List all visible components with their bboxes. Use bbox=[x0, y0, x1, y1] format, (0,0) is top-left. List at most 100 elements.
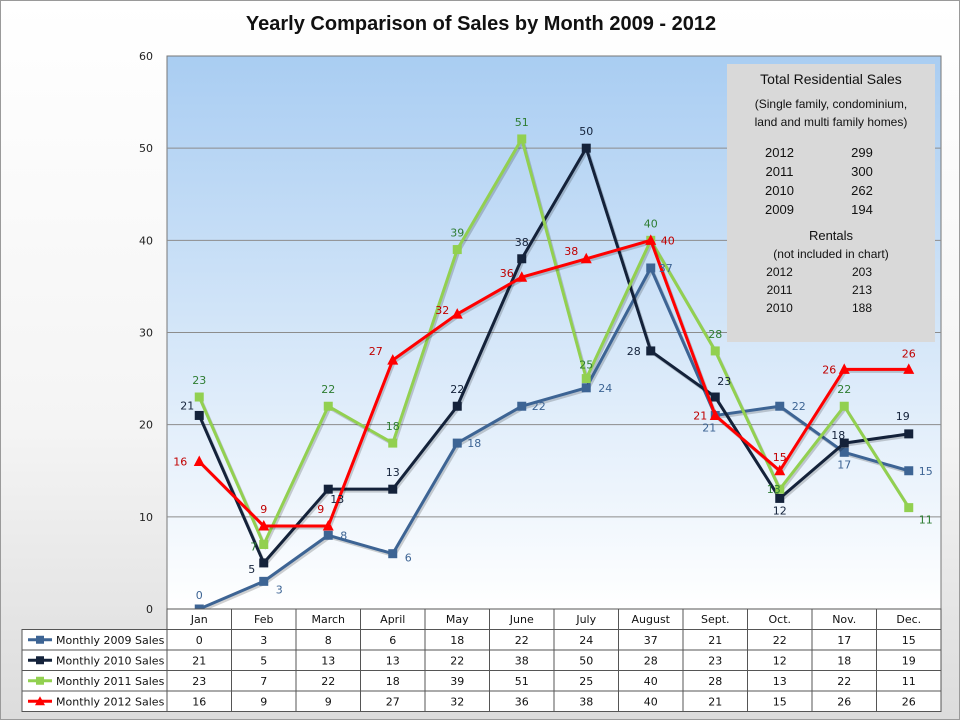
data-label: 5 bbox=[248, 563, 255, 576]
table-cell: 32 bbox=[450, 695, 464, 708]
table-cell: 0 bbox=[196, 634, 203, 647]
total-value: 262 bbox=[851, 183, 873, 198]
data-point bbox=[259, 576, 269, 586]
data-label: 9 bbox=[260, 503, 267, 516]
data-label: 21 bbox=[702, 421, 716, 434]
table-cell: 22 bbox=[773, 634, 787, 647]
info-heading: Total Residential Sales bbox=[760, 71, 902, 87]
data-label: 22 bbox=[837, 383, 851, 396]
table-cell: 40 bbox=[644, 675, 658, 688]
y-tick-label: 40 bbox=[139, 234, 153, 247]
rentals-note: (not included in chart) bbox=[773, 247, 889, 261]
data-table: Jan Feb March April May June July August Sept. Oc… bbox=[21, 608, 942, 712]
data-label: 22 bbox=[321, 383, 335, 396]
data-point bbox=[194, 392, 204, 402]
table-cell: 11 bbox=[902, 675, 916, 688]
table-cell: 19 bbox=[902, 654, 916, 667]
data-point bbox=[452, 438, 462, 448]
data-point bbox=[259, 558, 269, 568]
table-cell: 3 bbox=[260, 634, 267, 647]
table-cell: 17 bbox=[837, 634, 851, 647]
info-subtitle-line2: land and multi family homes) bbox=[754, 115, 908, 129]
y-tick-label: 10 bbox=[139, 511, 153, 524]
x-tick-label: June bbox=[509, 613, 534, 626]
table-cell: 51 bbox=[515, 675, 529, 688]
data-label: 6 bbox=[405, 552, 412, 565]
data-label: 7 bbox=[250, 540, 257, 553]
series-line bbox=[197, 137, 911, 546]
data-point bbox=[839, 401, 849, 411]
total-residential-sales-box: Total Residential Sales (Single family, … bbox=[727, 64, 935, 342]
data-label: 15 bbox=[773, 451, 787, 464]
data-label: 23 bbox=[192, 374, 206, 387]
data-point bbox=[709, 409, 721, 420]
series-line bbox=[198, 238, 909, 528]
data-point bbox=[645, 234, 657, 245]
rental-row: 2012 203 bbox=[727, 263, 935, 281]
chart-title: Yearly Comparison of Sales by Month 2009… bbox=[245, 13, 717, 35]
data-label: 22 bbox=[450, 383, 464, 396]
legend-entry: Monthly 2012 Sales bbox=[56, 695, 165, 708]
y-tick-label: 0 bbox=[146, 603, 153, 616]
y-axis: 0 10 20 30 40 50 60 bbox=[139, 50, 153, 616]
data-label: 18 bbox=[386, 420, 400, 433]
data-point bbox=[838, 363, 850, 374]
data-point bbox=[323, 401, 333, 411]
total-row: 2009 194 bbox=[727, 200, 935, 219]
table-cell: 12 bbox=[773, 654, 787, 667]
data-label: 13 bbox=[767, 483, 781, 496]
data-label: 22 bbox=[792, 400, 806, 413]
data-point bbox=[452, 401, 462, 411]
data-label: 28 bbox=[627, 345, 641, 358]
data-point bbox=[904, 466, 914, 476]
total-value: 300 bbox=[851, 164, 873, 179]
data-label: 50 bbox=[579, 125, 593, 138]
data-label: 38 bbox=[564, 245, 578, 258]
rental-year: 2010 bbox=[766, 301, 793, 315]
table-cell: 18 bbox=[450, 634, 464, 647]
total-value: 194 bbox=[851, 202, 873, 217]
x-tick-label: Nov. bbox=[832, 613, 856, 626]
data-point bbox=[259, 539, 269, 549]
table-cell: 13 bbox=[386, 654, 400, 667]
series-line-shadow bbox=[199, 240, 911, 530]
data-point bbox=[903, 363, 915, 374]
table-cell: 15 bbox=[902, 634, 916, 647]
data-label: 24 bbox=[598, 382, 612, 395]
table-cell: 37 bbox=[644, 634, 658, 647]
data-label: 21 bbox=[180, 399, 194, 412]
data-label: 22 bbox=[532, 400, 546, 413]
data-point bbox=[710, 392, 720, 402]
legend-marker bbox=[35, 696, 45, 706]
x-tick-label: Feb bbox=[254, 613, 273, 626]
rental-value: 213 bbox=[851, 283, 873, 297]
table-cell: 6 bbox=[389, 634, 396, 647]
data-label: 27 bbox=[369, 345, 383, 358]
table-cell: 15 bbox=[773, 695, 787, 708]
y-tick-label: 30 bbox=[139, 327, 153, 340]
data-label: 15 bbox=[919, 465, 933, 478]
legend-marker bbox=[36, 656, 44, 665]
table-cell: 21 bbox=[708, 634, 722, 647]
data-label: 26 bbox=[822, 363, 836, 376]
data-label: 32 bbox=[435, 304, 449, 317]
table-cell: 18 bbox=[386, 675, 400, 688]
data-point bbox=[581, 383, 591, 393]
legend-entry: Monthly 2009 Sales bbox=[56, 634, 165, 647]
y-tick-label: 60 bbox=[139, 50, 153, 63]
data-point bbox=[194, 410, 204, 420]
series-line bbox=[197, 146, 909, 565]
table-cell: 38 bbox=[579, 695, 593, 708]
table-cell: 36 bbox=[515, 695, 529, 708]
data-label: 13 bbox=[330, 493, 344, 506]
table-cell: 39 bbox=[450, 675, 464, 688]
x-tick-label: April bbox=[380, 613, 405, 626]
data-label: 19 bbox=[896, 410, 910, 423]
data-point bbox=[258, 520, 270, 531]
data-label: 38 bbox=[515, 236, 529, 249]
data-point bbox=[710, 346, 720, 356]
legend-entry: Monthly 2011 Sales bbox=[56, 675, 165, 688]
table-cell: 18 bbox=[837, 654, 851, 667]
table-cell: 21 bbox=[708, 695, 722, 708]
total-row: 2010 262 bbox=[727, 181, 935, 200]
